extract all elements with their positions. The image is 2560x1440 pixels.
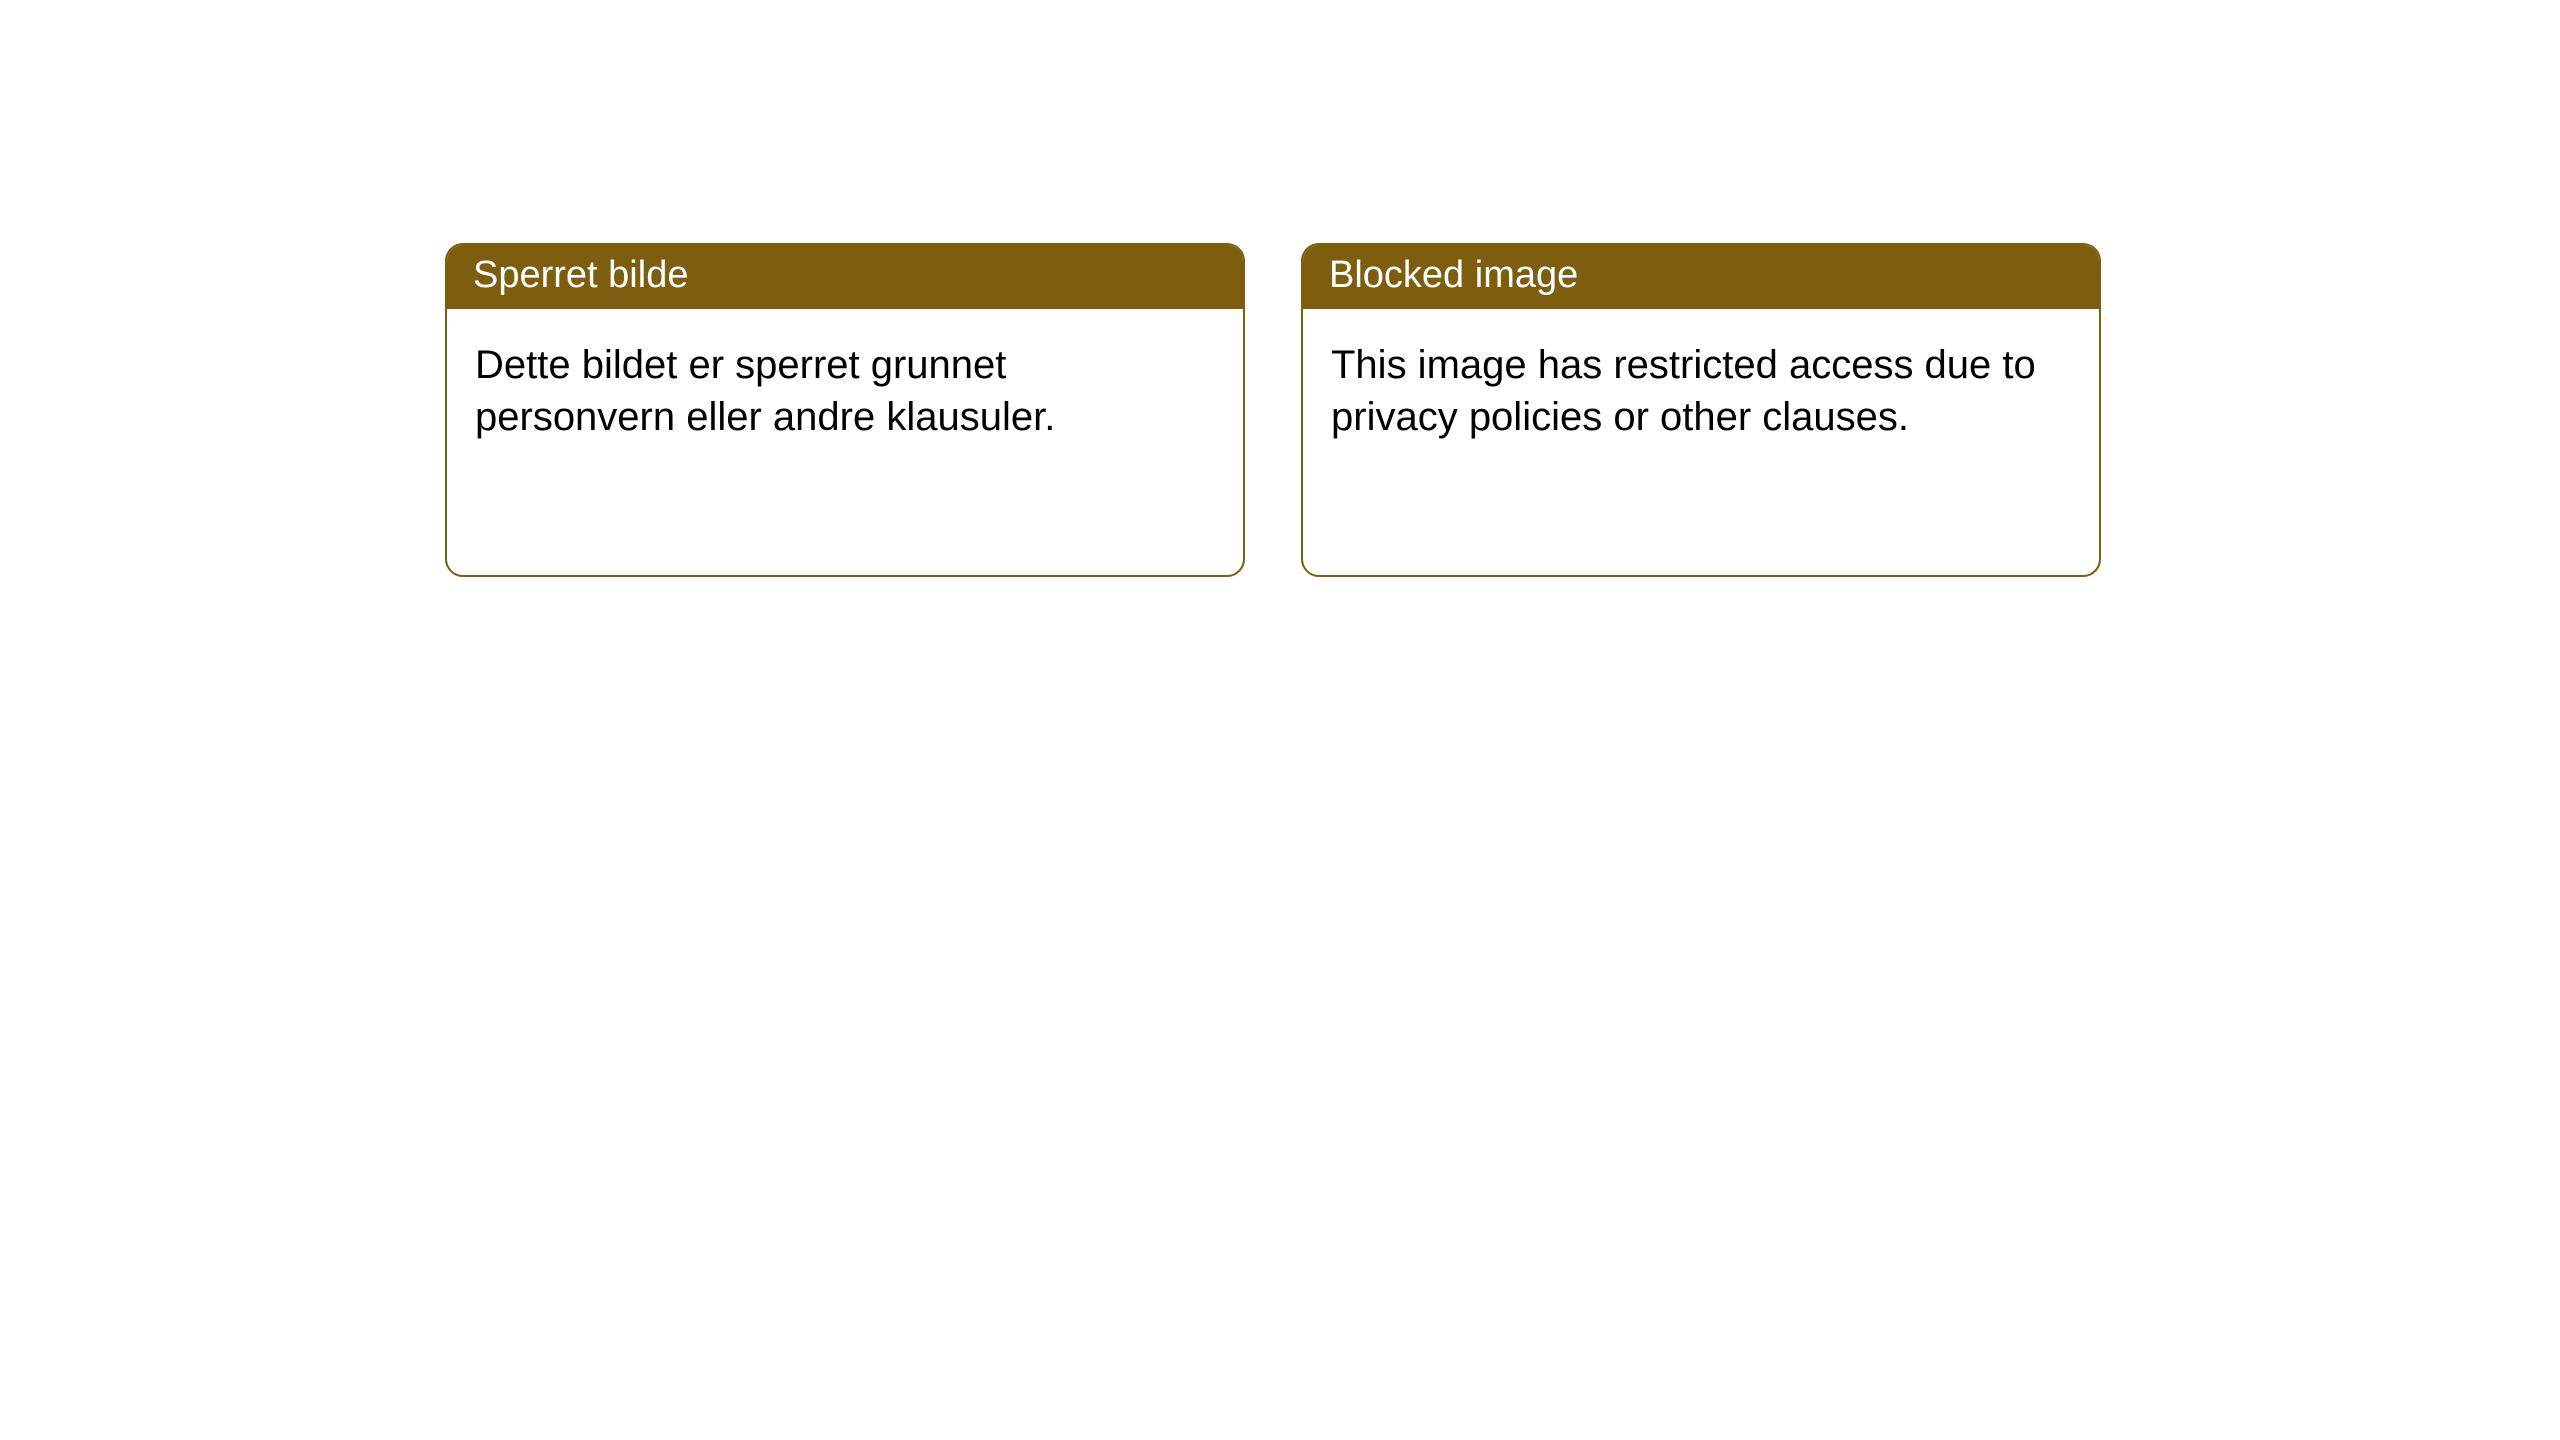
blocked-image-panel-no: Sperret bilde Dette bildet er sperret gr… xyxy=(445,243,1245,577)
panel-header-no: Sperret bilde xyxy=(447,245,1243,309)
panel-row: Sperret bilde Dette bildet er sperret gr… xyxy=(445,243,2101,577)
panel-header-en: Blocked image xyxy=(1303,245,2099,309)
panel-body-no: Dette bildet er sperret grunnet personve… xyxy=(447,309,1243,473)
panel-body-en: This image has restricted access due to … xyxy=(1303,309,2099,473)
blocked-image-panel-en: Blocked image This image has restricted … xyxy=(1301,243,2101,577)
